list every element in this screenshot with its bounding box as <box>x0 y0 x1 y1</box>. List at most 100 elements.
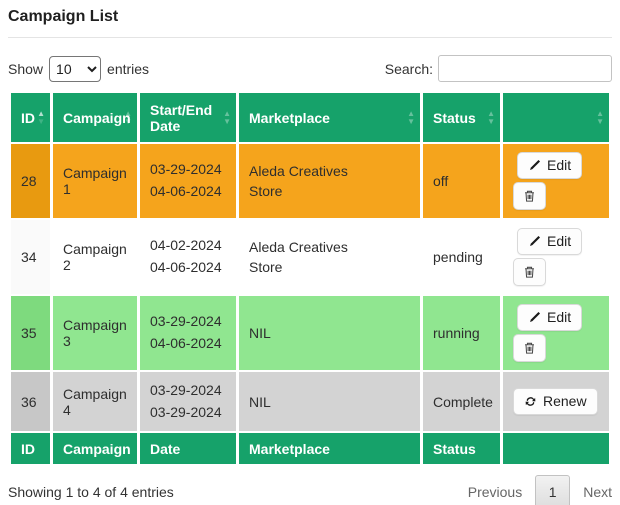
search-control: Search: <box>385 55 612 82</box>
footer-header-date: Date <box>140 433 236 465</box>
cell-campaign: Campaign 1 <box>53 144 137 218</box>
pencil-icon <box>528 159 541 172</box>
column-header-id[interactable]: ID ▲ ▼ <box>11 93 50 142</box>
cell-actions: Edit <box>503 220 609 294</box>
footer-header-label: Campaign <box>63 440 131 457</box>
cell-id: 28 <box>11 144 50 218</box>
footer-header-marketplace: Marketplace <box>239 433 420 465</box>
sort-icons: ▲ ▼ <box>124 108 132 126</box>
delete-button[interactable] <box>513 334 546 362</box>
previous-page-button[interactable]: Previous <box>467 483 523 500</box>
end-date: 04-06-2024 <box>150 259 222 275</box>
entries-info: Showing 1 to 4 of 4 entries <box>8 483 174 500</box>
sort-asc-icon: ▲ <box>596 108 604 118</box>
sort-desc-icon: ▼ <box>487 116 495 126</box>
column-header-actions[interactable]: ▲ ▼ <box>503 93 609 142</box>
sort-icons: ▲ ▼ <box>223 108 231 126</box>
cell-campaign: Campaign 3 <box>53 296 137 370</box>
page-number-button[interactable]: 1 <box>535 475 571 505</box>
renew-button-label: Renew <box>543 393 587 410</box>
column-header-label: Campaign <box>63 109 131 126</box>
table-head: ID ▲ ▼ Campaign ▲ ▼ Start/End Date ▲ ▼ Mark… <box>11 93 609 142</box>
footer-header-label: Marketplace <box>249 440 330 457</box>
sort-desc-icon: ▼ <box>124 116 132 126</box>
pencil-icon <box>528 235 541 248</box>
cell-marketplace: NIL <box>239 372 420 432</box>
sort-asc-icon: ▲ <box>487 108 495 118</box>
cell-dates: 04-02-2024 04-06-2024 <box>140 220 236 294</box>
footer-header-actions <box>503 433 609 465</box>
entries-length-control: Show 10 entries <box>8 55 150 82</box>
entries-select[interactable]: 10 <box>49 55 102 82</box>
sort-desc-icon: ▼ <box>37 116 45 126</box>
column-header-label: ID <box>21 109 35 126</box>
page-title: Campaign List <box>8 8 119 25</box>
footer-header-status: Status <box>423 433 500 465</box>
cell-id: 35 <box>11 296 50 370</box>
refresh-icon <box>524 395 537 408</box>
trash-icon <box>523 189 536 203</box>
cell-id: 36 <box>11 372 50 432</box>
start-date: 03-29-2024 <box>150 313 222 330</box>
column-header-marketplace[interactable]: Marketplace ▲ ▼ <box>239 93 420 142</box>
sort-asc-icon: ▲ <box>223 108 231 118</box>
cell-actions: Renew <box>503 372 609 432</box>
delete-button[interactable] <box>513 182 546 210</box>
edit-button[interactable]: Edit <box>517 228 583 255</box>
column-header-status[interactable]: Status ▲ ▼ <box>423 93 500 142</box>
sort-icons: ▲ ▼ <box>487 108 495 126</box>
trash-icon <box>523 341 536 355</box>
trash-icon <box>523 265 536 279</box>
delete-button[interactable] <box>513 258 546 286</box>
cell-marketplace: Aleda Creatives Store <box>239 220 420 294</box>
edit-button-label: Edit <box>547 157 572 173</box>
sort-asc-icon: ▲ <box>124 108 132 118</box>
cell-actions: Edit <box>503 296 609 370</box>
campaign-table: ID ▲ ▼ Campaign ▲ ▼ Start/End Date ▲ ▼ Mark… <box>8 91 612 466</box>
next-page-button[interactable]: Next <box>583 483 612 500</box>
search-label: Search: <box>384 60 433 77</box>
cell-dates: 03-29-2024 04-06-2024 <box>140 296 236 370</box>
cell-status: off <box>423 144 500 218</box>
sort-asc-icon: ▲ <box>407 108 415 118</box>
table-row: 28 Campaign 1 03-29-2024 04-06-2024 Aled… <box>11 144 609 218</box>
table-infobar: Showing 1 to 4 of 4 entries Previous 1 N… <box>8 475 612 505</box>
column-header-date[interactable]: Start/End Date ▲ ▼ <box>140 93 236 142</box>
header-row: ID ▲ ▼ Campaign ▲ ▼ Start/End Date ▲ ▼ Mark… <box>11 93 609 142</box>
pencil-icon <box>528 311 541 324</box>
start-date: 03-29-2024 <box>150 161 222 178</box>
sort-icons: ▲ ▼ <box>37 109 45 126</box>
divider <box>8 37 612 38</box>
edit-button-label: Edit <box>547 309 572 325</box>
cell-marketplace: Aleda Creatives Store <box>239 144 420 218</box>
table-row: 34 Campaign 2 04-02-2024 04-06-2024 Aled… <box>11 220 609 294</box>
sort-icons: ▲ ▼ <box>596 108 604 126</box>
entries-suffix-label: entries <box>107 60 150 77</box>
edit-button[interactable]: Edit <box>517 304 583 331</box>
footer-header-label: ID <box>21 440 35 457</box>
cell-status: pending <box>423 220 500 294</box>
cell-dates: 03-29-2024 04-06-2024 <box>140 144 236 218</box>
column-header-campaign[interactable]: Campaign ▲ ▼ <box>53 93 137 142</box>
footer-header-campaign: Campaign <box>53 433 137 465</box>
column-header-label: Start/End Date <box>150 101 213 134</box>
column-header-label: Status <box>433 109 476 126</box>
cell-dates: 03-29-2024 03-29-2024 <box>140 372 236 432</box>
cell-campaign: Campaign 2 <box>53 220 137 294</box>
end-date: 03-29-2024 <box>150 403 222 420</box>
cell-actions: Edit <box>503 144 609 218</box>
cell-id: 34 <box>11 220 50 294</box>
cell-campaign: Campaign 4 <box>53 372 137 432</box>
edit-button[interactable]: Edit <box>517 152 583 179</box>
column-header-label: Marketplace <box>249 109 330 126</box>
footer-header-label: Status <box>433 440 476 457</box>
sort-desc-icon: ▼ <box>596 116 604 126</box>
renew-button[interactable]: Renew <box>513 388 598 416</box>
table-row: 35 Campaign 3 03-29-2024 04-06-2024 NIL … <box>11 296 609 370</box>
end-date: 04-06-2024 <box>150 183 222 199</box>
table-controls: Show 10 entries Search: <box>8 55 612 82</box>
sort-desc-icon: ▼ <box>223 116 231 126</box>
footer-header-row: ID Campaign Date Marketplace Status <box>11 433 609 465</box>
pagination: Previous 1 Next <box>468 475 612 505</box>
search-input[interactable] <box>438 55 612 82</box>
